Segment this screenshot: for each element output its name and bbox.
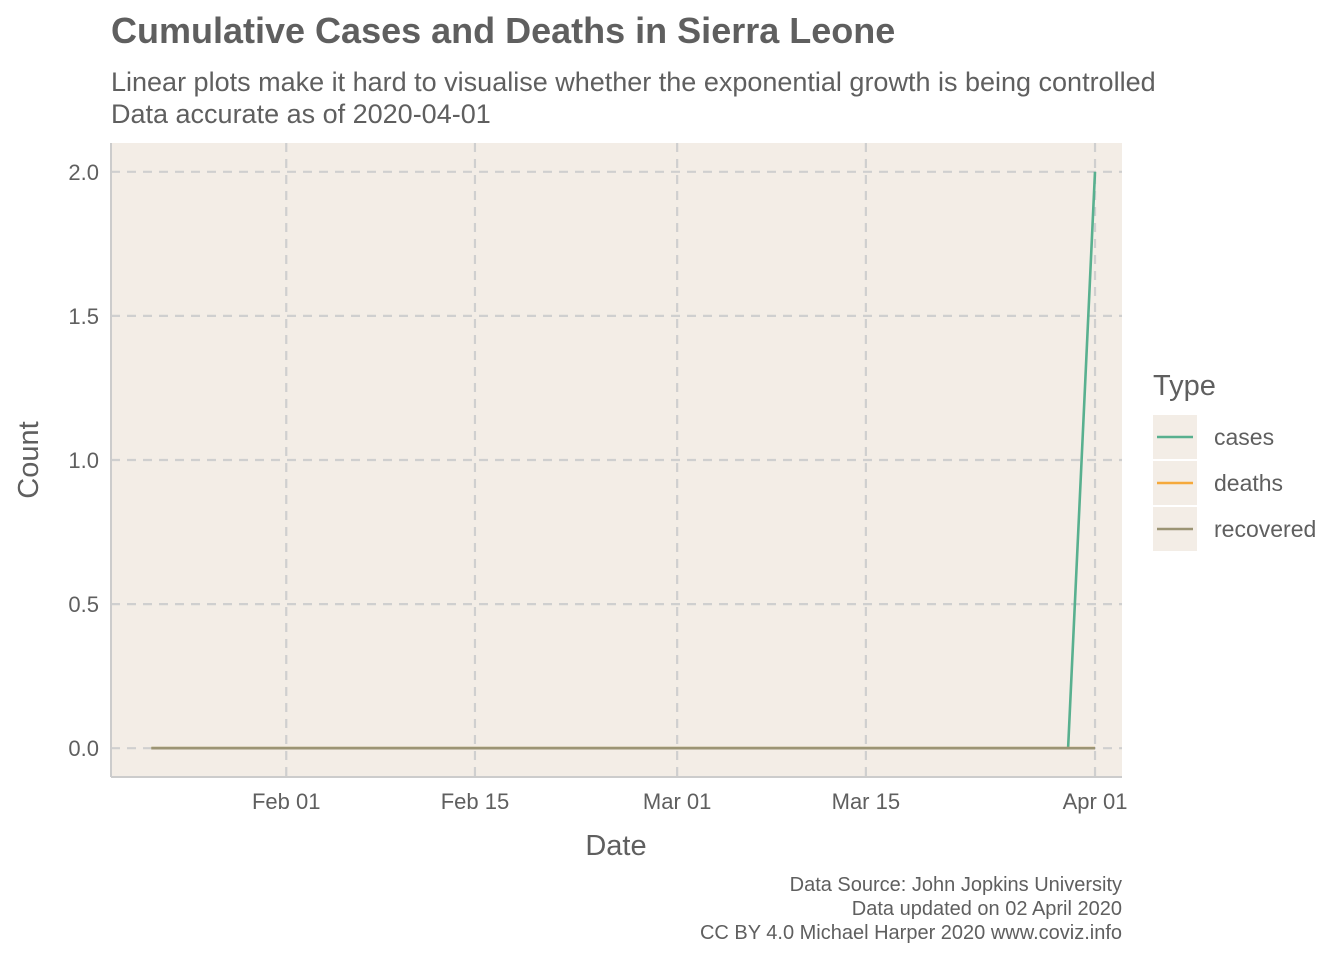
caption-line-1: Data Source: John Jopkins University (789, 874, 1122, 896)
chart-title: Cumulative Cases and Deaths in Sierra Le… (111, 10, 896, 51)
x-tick-label: Mar 15 (832, 789, 900, 814)
x-tick-label: Apr 01 (1063, 789, 1128, 814)
subtitle-line-2: Data accurate as of 2020-04-01 (111, 99, 491, 129)
y-tick-label: 1.5 (68, 304, 99, 329)
x-tick-label: Feb 01 (252, 789, 321, 814)
x-tick-label: Mar 01 (643, 789, 711, 814)
y-tick-label: 1.0 (68, 448, 99, 473)
y-tick-label: 0.0 (68, 736, 99, 761)
legend-label: deaths (1214, 470, 1283, 496)
legend-item-deaths: deaths (1153, 461, 1283, 505)
legend-title: Type (1153, 370, 1216, 402)
legend-label: recovered (1214, 516, 1316, 542)
chart-subtitle: Linear plots make it hard to visualise w… (111, 66, 1156, 130)
legend-item-recovered: recovered (1153, 507, 1316, 551)
subtitle-line-1: Linear plots make it hard to visualise w… (111, 67, 1156, 97)
caption-line-3: CC BY 4.0 Michael Harper 2020 www.coviz.… (699, 922, 1122, 944)
legend-item-cases: cases (1153, 415, 1274, 459)
x-tick-label: Feb 15 (441, 789, 510, 814)
legend-items: cases deaths recovered (1153, 415, 1316, 551)
axes (110, 143, 1122, 778)
y-tick-label: 2.0 (68, 160, 99, 185)
legend-label: cases (1214, 424, 1274, 450)
y-tick-label: 0.5 (68, 592, 99, 617)
legend: Type cases deaths recovered (1153, 370, 1316, 551)
tick-labels: 0.0 0.5 1.0 1.5 2.0 Feb 01 Feb 15 Mar 01 Mar 15 A… (68, 160, 1127, 814)
chart-caption: Data Source: John Jopkins University Dat… (700, 873, 1122, 945)
series-lines (151, 171, 1097, 750)
x-axis-label: Date (585, 830, 646, 862)
caption-line-2: Data updated on 02 April 2020 (851, 898, 1122, 920)
y-axis-label: Count (13, 421, 45, 498)
